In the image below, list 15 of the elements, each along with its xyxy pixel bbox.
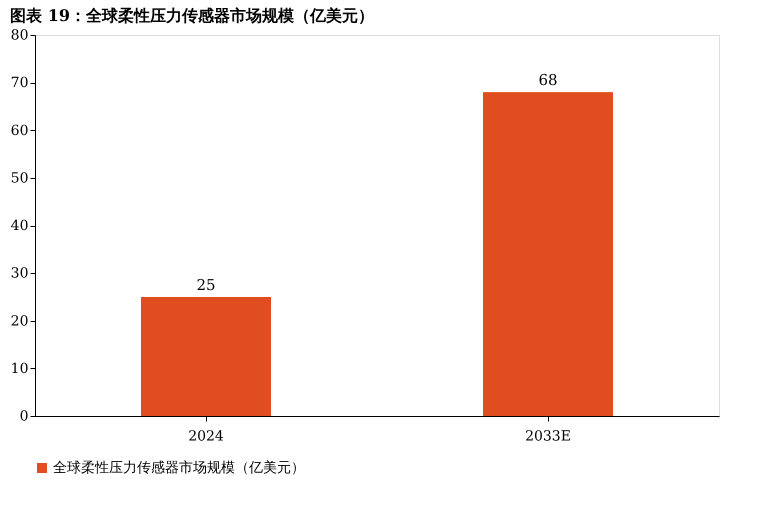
y-tick-label: 10 [10,360,28,377]
chart-title: 图表 19：全球柔性压力传感器市场规模（亿美元） [10,6,374,25]
y-tick-label: 20 [10,313,28,330]
data-label: 25 [196,276,216,294]
data-label: 68 [538,71,558,90]
y-tick-label: 60 [10,122,28,139]
y-tick-label: 70 [10,75,28,92]
x-tick-label: 2024 [188,428,224,444]
y-tick-label: 40 [10,218,28,234]
legend-label: 全球柔性压力传感器市场规模（亿美元） [53,460,305,476]
y-tick-label: 50 [10,170,28,186]
y-tick-label: 80 [10,28,28,44]
x-tick-label: 2033E [525,428,571,444]
y-tick-label: 0 [20,408,28,424]
y-tick-label: 30 [10,266,28,282]
